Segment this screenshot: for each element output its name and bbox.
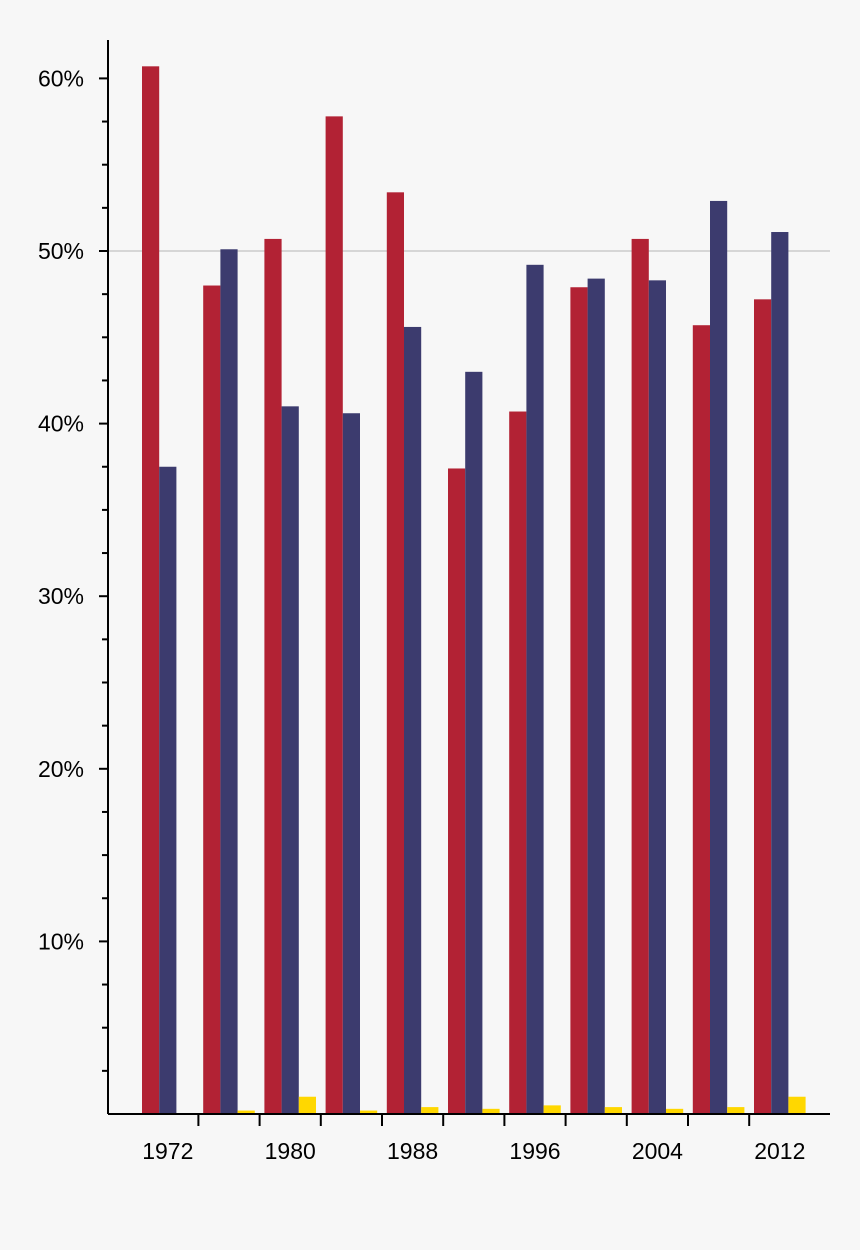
bar-2008-series-2 [710, 200, 728, 1115]
bar-2012-series-3 [788, 1096, 806, 1114]
y-tick-label: 60% [38, 65, 84, 91]
x-tick-label-1980: 1980 [265, 1138, 316, 1164]
bar-1996-series-1 [509, 411, 527, 1114]
y-tick-label: 20% [38, 756, 84, 782]
y-tick-label: 30% [38, 583, 84, 609]
bar-2004-series-3 [666, 1108, 684, 1114]
bar-1992-series-3 [482, 1108, 500, 1114]
bar-1976-series-3 [237, 1110, 255, 1114]
bar-1988-series-1 [386, 192, 404, 1115]
bar-2012-series-1 [754, 299, 772, 1114]
bar-1984-series-2 [342, 413, 360, 1114]
x-tick-label-1988: 1988 [387, 1138, 438, 1164]
bar-2008-series-1 [692, 325, 710, 1114]
axis-layer [99, 40, 830, 1126]
bar-1984-series-1 [325, 116, 343, 1114]
bar-1980-series-2 [281, 406, 299, 1115]
bar-2012-series-2 [771, 232, 789, 1115]
bar-1980-series-1 [264, 238, 282, 1115]
y-tick-label: 10% [38, 928, 84, 954]
bar-1976-series-2 [220, 249, 238, 1115]
bar-2004-series-2 [648, 280, 666, 1114]
bar-2000-series-3 [604, 1107, 622, 1114]
bar-1980-series-3 [298, 1096, 316, 1114]
y-tick-label: 50% [38, 238, 84, 264]
bar-1972-series-1 [142, 66, 160, 1115]
bar-2004-series-1 [631, 238, 649, 1115]
bar-2000-series-2 [587, 278, 605, 1115]
x-tick-label-1996: 1996 [509, 1138, 560, 1164]
bar-1996-series-2 [526, 264, 544, 1115]
bar-1996-series-3 [543, 1105, 561, 1114]
bars-layer [142, 66, 806, 1115]
x-tick-label-2012: 2012 [754, 1138, 805, 1164]
bar-1984-series-3 [360, 1110, 378, 1114]
bar-1992-series-1 [448, 468, 466, 1114]
bar-1988-series-3 [421, 1107, 439, 1114]
bar-1972-series-2 [159, 466, 177, 1114]
bar-1988-series-2 [404, 326, 422, 1115]
bar-1976-series-1 [203, 285, 221, 1114]
x-tick-label-2004: 2004 [632, 1138, 683, 1164]
bar-1992-series-2 [465, 371, 483, 1114]
y-tick-label: 40% [38, 411, 84, 437]
bar-2008-series-3 [727, 1107, 745, 1114]
x-tick-label-1972: 1972 [142, 1138, 193, 1164]
labels-layer: 10% 20% 30% 40% 50% 60% 1972 1980 1988 1996 2004 20… [38, 65, 805, 1164]
bar-2000-series-1 [570, 287, 588, 1115]
